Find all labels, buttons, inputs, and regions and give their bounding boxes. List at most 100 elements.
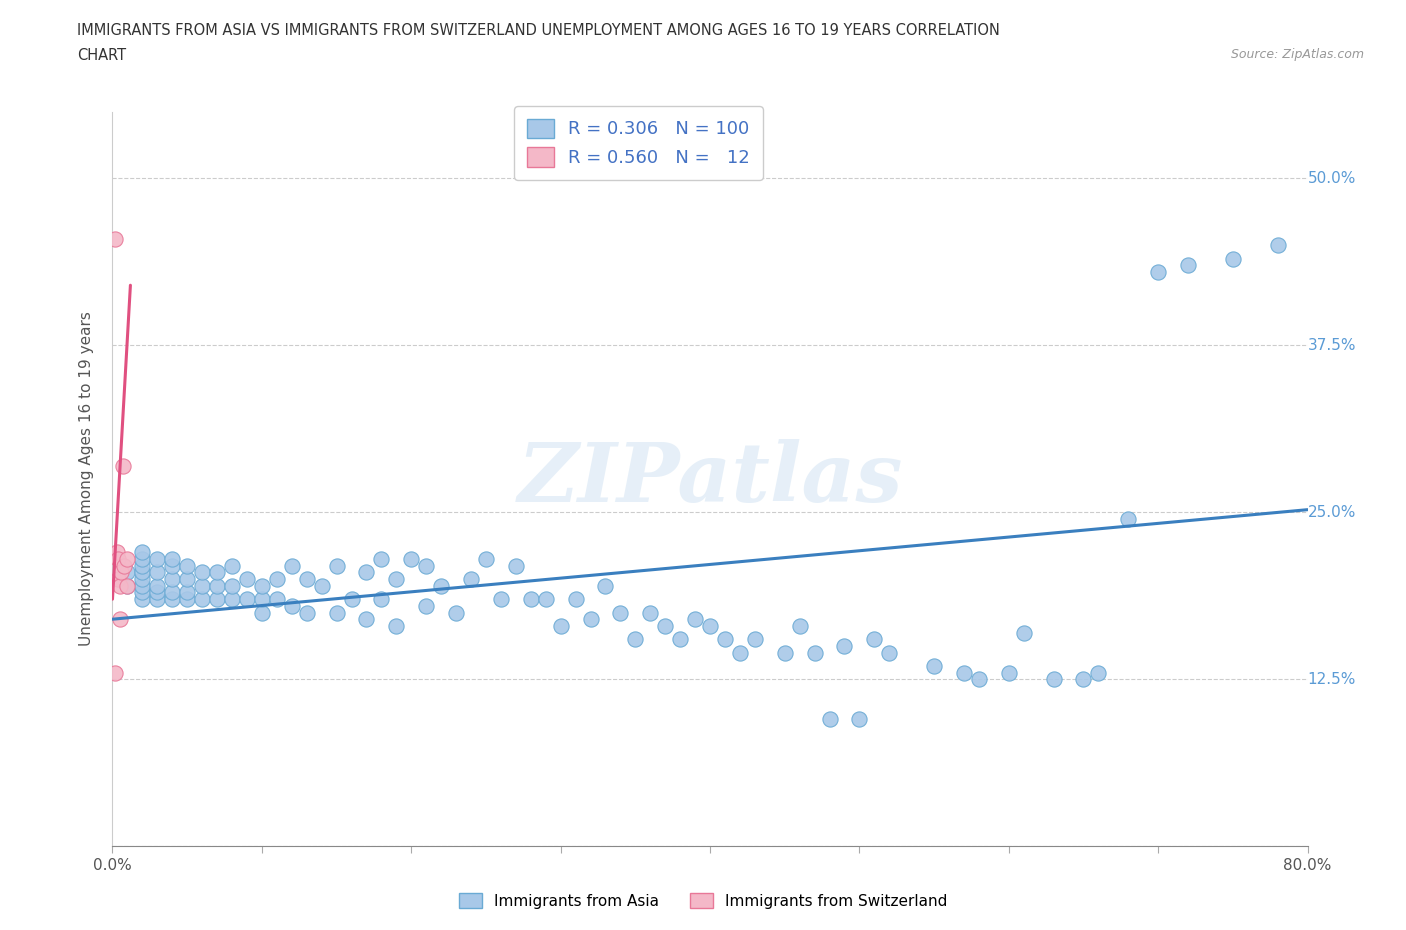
- Point: [595, 578, 617, 593]
- Point: [117, 565, 139, 580]
- Point: [953, 665, 976, 680]
- Point: [131, 545, 153, 560]
- Point: [295, 572, 318, 587]
- Point: [415, 558, 437, 573]
- Point: [714, 631, 737, 646]
- Point: [117, 578, 139, 593]
- Point: [281, 598, 304, 613]
- Point: [728, 645, 751, 660]
- Point: [1147, 264, 1170, 279]
- Point: [356, 565, 378, 580]
- Point: [107, 551, 129, 566]
- Point: [117, 578, 139, 593]
- Point: [370, 551, 392, 566]
- Point: [191, 591, 214, 606]
- Point: [117, 551, 139, 566]
- Point: [311, 578, 333, 593]
- Point: [415, 598, 437, 613]
- Point: [550, 618, 572, 633]
- Point: [1222, 251, 1244, 266]
- Point: [295, 605, 318, 620]
- Point: [205, 591, 228, 606]
- Text: 50.0%: 50.0%: [1308, 171, 1355, 186]
- Point: [834, 639, 856, 654]
- Point: [998, 665, 1021, 680]
- Point: [107, 572, 129, 587]
- Point: [1012, 625, 1035, 640]
- Point: [325, 605, 347, 620]
- Point: [444, 605, 467, 620]
- Point: [370, 591, 392, 606]
- Point: [191, 565, 214, 580]
- Point: [105, 545, 128, 560]
- Y-axis label: Unemployment Among Ages 16 to 19 years: Unemployment Among Ages 16 to 19 years: [79, 312, 94, 646]
- Point: [505, 558, 527, 573]
- Point: [162, 558, 183, 573]
- Point: [1042, 671, 1064, 686]
- Text: ZIPatlas: ZIPatlas: [517, 439, 903, 519]
- Text: 12.5%: 12.5%: [1308, 671, 1355, 687]
- Point: [221, 591, 243, 606]
- Point: [803, 645, 825, 660]
- Point: [520, 591, 543, 606]
- Point: [564, 591, 586, 606]
- Point: [879, 645, 901, 660]
- Point: [205, 578, 228, 593]
- Point: [146, 551, 169, 566]
- Point: [131, 585, 153, 600]
- Point: [131, 572, 153, 587]
- Point: [108, 578, 131, 593]
- Point: [176, 572, 198, 587]
- Point: [609, 605, 631, 620]
- Point: [146, 591, 169, 606]
- Point: [146, 578, 169, 593]
- Point: [340, 591, 363, 606]
- Point: [162, 572, 183, 587]
- Point: [430, 578, 453, 593]
- Point: [205, 565, 228, 580]
- Point: [250, 591, 273, 606]
- Point: [640, 605, 662, 620]
- Point: [654, 618, 676, 633]
- Point: [108, 612, 131, 627]
- Point: [221, 558, 243, 573]
- Point: [131, 591, 153, 606]
- Legend: Immigrants from Asia, Immigrants from Switzerland: Immigrants from Asia, Immigrants from Sw…: [453, 887, 953, 915]
- Point: [967, 671, 990, 686]
- Point: [789, 618, 811, 633]
- Point: [162, 585, 183, 600]
- Point: [922, 658, 945, 673]
- Point: [250, 605, 273, 620]
- Point: [489, 591, 512, 606]
- Point: [385, 618, 408, 633]
- Point: [1073, 671, 1095, 686]
- Point: [281, 558, 304, 573]
- Point: [325, 558, 347, 573]
- Point: [1118, 512, 1140, 526]
- Point: [1177, 258, 1199, 272]
- Point: [385, 572, 408, 587]
- Point: [624, 631, 647, 646]
- Point: [131, 551, 153, 566]
- Point: [111, 458, 134, 473]
- Point: [1267, 238, 1289, 253]
- Point: [356, 612, 378, 627]
- Point: [744, 631, 766, 646]
- Text: 25.0%: 25.0%: [1308, 505, 1355, 520]
- Legend: R = 0.306   N = 100, R = 0.560   N =   12: R = 0.306 N = 100, R = 0.560 N = 12: [515, 106, 762, 180]
- Point: [114, 558, 135, 573]
- Point: [236, 591, 259, 606]
- Point: [848, 712, 870, 727]
- Point: [699, 618, 721, 633]
- Point: [683, 612, 706, 627]
- Point: [176, 558, 198, 573]
- Point: [266, 572, 288, 587]
- Point: [863, 631, 886, 646]
- Point: [146, 585, 169, 600]
- Point: [146, 565, 169, 580]
- Point: [401, 551, 423, 566]
- Point: [250, 578, 273, 593]
- Point: [460, 572, 482, 587]
- Point: [236, 572, 259, 587]
- Text: Source: ZipAtlas.com: Source: ZipAtlas.com: [1230, 48, 1364, 61]
